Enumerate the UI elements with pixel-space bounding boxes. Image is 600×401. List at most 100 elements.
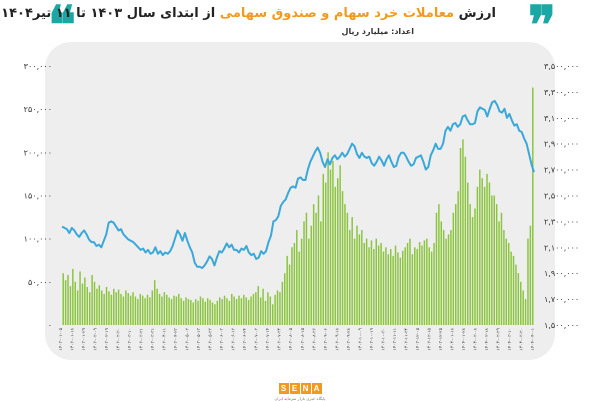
x-tick-label: ۱۴۰۳-۰۹-۱۸ <box>334 327 340 350</box>
bar <box>467 182 469 325</box>
bar <box>524 299 527 325</box>
bar <box>156 288 158 325</box>
bar <box>505 238 508 325</box>
bar <box>423 240 426 325</box>
bar <box>279 292 281 325</box>
bar <box>349 230 351 325</box>
bar <box>274 294 276 325</box>
x-tick-label: ۱۴۰۳-۰۹-۲۸ <box>346 327 352 350</box>
x-tick-label: ۱۴۰۳-۰۲-۰۹ <box>93 327 99 350</box>
x-tick-label: ۱۴۰۴-۰۱-۲۸ <box>462 327 467 350</box>
left-axis-tick-label: ۱۰۰,۰۰۰ <box>24 235 52 244</box>
x-tick-label: ۱۴۰۴-۰۲-۱۸ <box>485 327 490 350</box>
bar <box>356 225 358 325</box>
bar <box>365 238 368 325</box>
bar <box>105 287 108 325</box>
left-axis-tick-label: ۲۵۰,۰۰۰ <box>24 105 52 114</box>
bar <box>397 252 399 325</box>
x-tick-label: ۱۴۰۳-۰۷-۱۴ <box>265 327 271 350</box>
bar <box>228 300 231 325</box>
bar <box>115 292 117 325</box>
logo-letter: S <box>278 383 289 394</box>
bar <box>532 87 534 325</box>
x-tick-label: ۱۴۰۳-۰۳-۱۰ <box>127 328 133 351</box>
right-axis-tick-label: ۲,۳۰۰,۰۰۰ <box>544 217 579 226</box>
bar <box>344 204 346 325</box>
logo-tagline: پایگاه خبری بازار سرمایه ایران <box>274 396 326 401</box>
logo-letter: N <box>300 383 311 394</box>
bar <box>269 296 272 325</box>
title-part-1: ارزش <box>454 6 496 21</box>
x-tick-label: ۱۴۰۳-۰۱-۱۸ <box>70 327 76 350</box>
bar <box>64 280 67 325</box>
x-tick-label: ۱۴۰۳-۰۸-۲۶ <box>311 328 317 351</box>
bar <box>235 299 238 325</box>
bar <box>264 300 267 325</box>
right-axis-tick-label: ۳,۳۰۰,۰۰۰ <box>544 88 579 97</box>
bar <box>392 255 394 325</box>
bar <box>146 294 149 325</box>
bar <box>153 280 156 325</box>
bar <box>495 204 498 325</box>
bar <box>202 298 204 325</box>
bar <box>454 204 457 325</box>
x-tick-label: ۱۴۰۳-۱۰-۰۹ <box>357 327 363 350</box>
bar <box>79 271 81 325</box>
bar <box>459 148 462 325</box>
bar <box>341 191 344 325</box>
right-axis-tick-label: ۲,۵۰۰,۰۰۰ <box>544 192 579 201</box>
bar <box>493 195 496 325</box>
bar <box>409 238 411 325</box>
bar <box>192 302 194 325</box>
bar <box>72 268 74 325</box>
x-tick-label: ۱۴۰۴-۰۱-۱۸ <box>450 327 455 350</box>
bar <box>255 292 257 325</box>
bar <box>317 195 320 325</box>
x-tick-label: ۱۴۰۴-۰۲-۰۸ <box>473 327 478 350</box>
bar <box>442 230 445 325</box>
bar <box>358 234 361 325</box>
bar <box>206 298 209 325</box>
bar <box>62 273 64 325</box>
bar <box>243 294 245 325</box>
x-tick-label: ۱۴۰۳-۰۱-۲۹ <box>81 327 87 350</box>
bar <box>351 217 353 325</box>
bar <box>334 186 337 325</box>
bar <box>238 295 240 325</box>
bar <box>204 301 207 325</box>
x-tick-label: ۱۴۰۳-۰۵-۱۳ <box>196 327 202 350</box>
x-tick-label: ۱۴۰۴-۰۴-۰۱ <box>531 328 536 351</box>
bar <box>129 295 132 325</box>
bar <box>517 273 520 325</box>
bar <box>346 212 349 325</box>
bar <box>221 299 223 325</box>
bar <box>507 242 510 325</box>
bar <box>144 298 146 325</box>
x-tick-label: ۱۴۰۳-۱۰-۱۹ <box>369 327 375 350</box>
x-tick-label: ۱۴۰۳-۰۵-۰۲ <box>185 327 191 350</box>
x-tick-label: ۱۴۰۳-۰۸-۱۵ <box>300 327 306 350</box>
bar <box>476 186 479 325</box>
bar <box>370 240 373 325</box>
bar <box>411 254 414 325</box>
bar <box>166 294 168 325</box>
bar <box>199 296 202 325</box>
right-axis-tick-label: ۲,۷۰۰,۰۰۰ <box>544 166 579 175</box>
bar <box>216 300 219 325</box>
bar <box>161 296 163 325</box>
bar <box>435 212 438 325</box>
bar <box>86 287 89 325</box>
x-tick-label: ۱۴۰۳-۰۵-۲۳ <box>208 327 214 350</box>
bar <box>339 165 341 325</box>
bar <box>327 152 329 325</box>
bar <box>329 169 332 325</box>
bar <box>312 204 315 325</box>
bar <box>247 299 250 325</box>
x-tick-label: ۱۴۰۴-۰۳-۱۰ <box>507 328 513 351</box>
bar <box>93 281 96 325</box>
bar <box>271 304 274 325</box>
bar <box>194 299 197 325</box>
page-title: ارزش معاملات خرد سهام و صندوق سهامی از ا… <box>1 6 496 21</box>
bar <box>481 178 483 325</box>
